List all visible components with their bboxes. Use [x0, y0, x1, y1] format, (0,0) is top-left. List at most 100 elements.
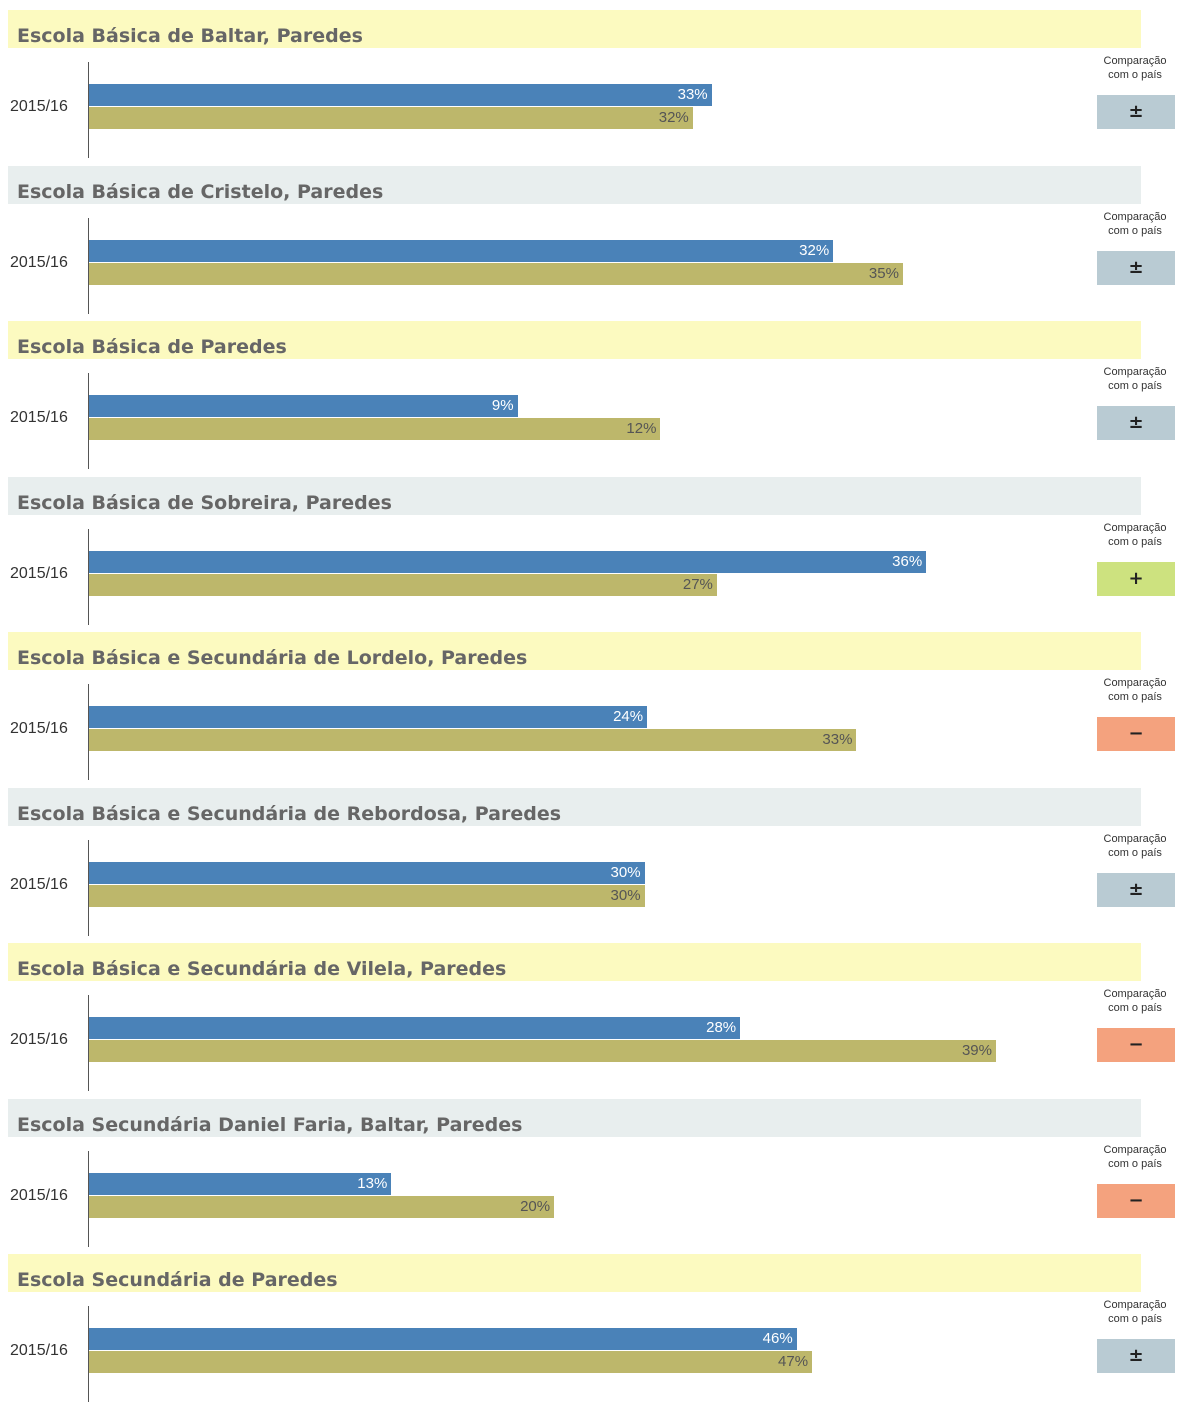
bar: 47%	[89, 1351, 813, 1373]
chart-panel: Escola Básica de Baltar, Paredes 2015/16 3…	[0, 10, 1177, 166]
chart-header: Escola Básica e Secundária de Lordelo, P…	[8, 632, 1141, 670]
comparison-box: ±	[1097, 872, 1175, 907]
value-label: 28%	[706, 1019, 737, 1036]
comparison-label: Comparação com o país	[1103, 55, 1167, 81]
category-label: 2015/16	[10, 1342, 68, 1359]
category-label: 2015/16	[10, 1031, 68, 1048]
value-label: 33%	[822, 731, 853, 748]
bar: 12%	[89, 418, 661, 440]
comparison-box: −	[1097, 1183, 1175, 1218]
chart-panel: Escola Básica e Secundária de Lordelo, P…	[0, 632, 1177, 788]
value-label: 39%	[961, 1042, 992, 1059]
comparison-box: ±	[1097, 406, 1175, 440]
comparison-label: Comparação com o país	[1103, 210, 1167, 237]
bar: 30%	[89, 861, 645, 884]
axis-line	[88, 684, 89, 780]
chart-panel: Escola Secundária Daniel Faria, Baltar, …	[0, 1098, 1177, 1255]
chart-title: Escola Básica de Cristelo, Paredes	[17, 180, 384, 203]
axis-line	[88, 995, 89, 1091]
comparison-box: −	[1097, 717, 1175, 751]
chart-panel: Escola Básica de Cristelo, Paredes 2015/1…	[0, 165, 1177, 322]
category-label: 2015/16	[10, 564, 68, 582]
bar: 13%	[89, 1172, 392, 1195]
comparison-label: Comparação com o país	[1103, 677, 1167, 703]
value-label: 33%	[677, 86, 708, 103]
comparison-label: Comparação com o país	[1103, 366, 1167, 392]
chart-title: Escola Básica e Secundária de Lordelo, P…	[17, 647, 528, 669]
category-label: 2015/16	[10, 409, 68, 426]
bar: 30%	[89, 884, 645, 907]
comparison-box: ±	[1097, 250, 1175, 285]
axis-line	[88, 62, 89, 158]
bar: 28%	[89, 1017, 741, 1039]
chart-title: Escola Secundária de Paredes	[17, 1269, 338, 1291]
comparison-label: Comparação com o país	[1103, 1299, 1167, 1325]
bar: 46%	[89, 1328, 797, 1350]
category-label: 2015/16	[10, 875, 68, 893]
bar: 36%	[89, 550, 927, 573]
comparison-box: ±	[1097, 1339, 1175, 1373]
chart-header: Escola Básica de Paredes	[8, 321, 1141, 359]
chart-title: Escola Básica de Paredes	[17, 336, 287, 358]
bar: 27%	[89, 573, 717, 596]
comparison-box: ±	[1097, 95, 1175, 129]
category-label: 2015/16	[10, 98, 68, 115]
value-label: 13%	[357, 1174, 388, 1192]
chart-header: Escola Secundária Daniel Faria, Baltar, …	[8, 1098, 1141, 1137]
bar: 32%	[89, 107, 693, 129]
comparison-box: +	[1097, 561, 1175, 596]
chart-title: Escola Básica e Secundária de Vilela, Pa…	[17, 958, 507, 980]
bar: 24%	[89, 706, 648, 728]
value-label: 30%	[610, 886, 641, 904]
axis-line	[88, 373, 89, 469]
chart-panel: Escola Básica e Secundária de Vilela, Pa…	[0, 943, 1177, 1099]
chart-title: Escola Básica de Baltar, Paredes	[17, 25, 363, 47]
value-label: 36%	[892, 552, 923, 570]
value-label: 9%	[491, 397, 514, 414]
value-label: 24%	[613, 708, 644, 725]
bar: 20%	[89, 1195, 555, 1218]
chart-header: Escola Básica de Cristelo, Paredes	[8, 165, 1141, 204]
value-label: 12%	[626, 420, 657, 437]
axis-line	[88, 839, 89, 936]
bar: 39%	[89, 1040, 996, 1062]
axis-line	[88, 1150, 89, 1247]
comparison-label: Comparação com o país	[1103, 832, 1167, 859]
value-label: 35%	[868, 264, 899, 282]
value-label: 27%	[682, 575, 713, 593]
comparison-box: −	[1097, 1028, 1175, 1062]
bar: 33%	[89, 729, 857, 751]
comparison-label: Comparação com o país	[1103, 521, 1167, 548]
chart-panel: Escola Secundária de Paredes 2015/16 46% 47…	[0, 1254, 1177, 1410]
value-label: 20%	[520, 1197, 551, 1215]
chart-panel: Escola Básica de Paredes 2015/16 9% 12% Comp…	[0, 321, 1177, 477]
chart-title: Escola Secundária Daniel Faria, Baltar, …	[17, 1113, 523, 1136]
chart-title: Escola Básica de Sobreira, Paredes	[17, 491, 392, 514]
chart-header: Escola Básica de Baltar, Paredes	[8, 10, 1141, 48]
axis-line	[88, 528, 89, 625]
axis-line	[88, 1306, 89, 1402]
value-label: 47%	[778, 1353, 809, 1370]
bar: 32%	[89, 239, 834, 262]
category-label: 2015/16	[10, 720, 68, 737]
chart-panel: Escola Básica de Sobreira, Paredes 2015/1…	[0, 476, 1177, 633]
chart-panel: Escola Básica e Secundária de Rebordosa,…	[0, 787, 1177, 944]
bar: 9%	[89, 395, 518, 417]
bar: 35%	[89, 262, 903, 285]
value-label: 32%	[658, 109, 689, 126]
value-label: 46%	[762, 1330, 793, 1347]
value-label: 32%	[799, 241, 830, 259]
chart-title: Escola Básica e Secundária de Rebordosa,…	[17, 802, 562, 825]
chart-header: Escola Básica de Sobreira, Paredes	[8, 476, 1141, 515]
bar: 33%	[89, 84, 712, 106]
chart-header: Escola Básica e Secundária de Vilela, Pa…	[8, 943, 1141, 981]
chart-header: Escola Secundária de Paredes	[8, 1254, 1141, 1292]
comparison-label: Comparação com o país	[1103, 988, 1167, 1014]
category-label: 2015/16	[10, 1186, 68, 1204]
chart-header: Escola Básica e Secundária de Rebordosa,…	[8, 787, 1141, 826]
category-label: 2015/16	[10, 253, 68, 271]
axis-line	[88, 217, 89, 314]
value-label: 30%	[610, 863, 641, 881]
